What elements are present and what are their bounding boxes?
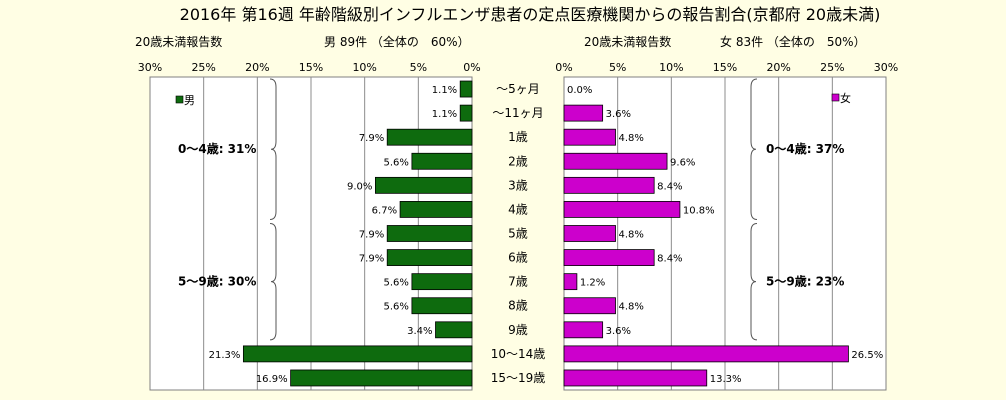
left-header-count-label: 20歳未満報告数 (135, 34, 222, 49)
bar-male (242, 345, 473, 363)
category-label: 3歳 (508, 178, 528, 192)
left-legend-swatch (175, 95, 184, 104)
category-label: 15～19歳 (491, 371, 546, 385)
right-group-brace (750, 78, 758, 220)
left-group-label: 0～4歳: 31% (178, 141, 256, 156)
right-x-tick-label: 15% (713, 61, 737, 74)
data-label-female: 4.8% (619, 230, 644, 241)
bar-female (563, 249, 655, 266)
category-label: ～5ヶ月 (496, 82, 540, 96)
data-label-female: 1.2% (580, 278, 605, 289)
data-label-male: 21.3% (209, 350, 241, 361)
bar-male (435, 321, 473, 339)
data-label-male: 7.9% (359, 230, 384, 241)
data-label-male: 6.7% (372, 205, 397, 216)
left-x-tick-label: 15% (299, 61, 323, 74)
right-group-label: 0～4歳: 37% (766, 141, 844, 156)
bar-male (459, 104, 473, 122)
bar-male (411, 152, 473, 170)
left-group-label: 5～9歳: 30% (178, 274, 256, 289)
bar-female (563, 345, 849, 363)
data-label-female: 10.8% (683, 205, 715, 216)
bar-male (459, 80, 473, 98)
data-label-male: 16.9% (256, 374, 288, 385)
data-label-male: 5.6% (383, 302, 408, 313)
bar-male (386, 225, 473, 242)
right-x-tick-label: 5% (609, 61, 626, 74)
data-label-male: 1.1% (432, 109, 457, 120)
bar-female (563, 176, 655, 194)
bar-male (399, 201, 473, 218)
right-header-count-label: 20歳未満報告数 (584, 34, 671, 49)
category-label: 7歳 (508, 275, 528, 289)
bar-female (563, 225, 616, 242)
category-label: 5歳 (508, 227, 528, 241)
left-x-tick-label: 20% (245, 61, 269, 74)
left-x-tick-label: 0% (463, 61, 480, 74)
left-header-summary: 男 89件 （全体の 60%） (324, 34, 470, 49)
data-label-male: 5.6% (383, 157, 408, 168)
category-label: 9歳 (508, 323, 528, 337)
data-label-female: 4.8% (619, 133, 644, 144)
right-x-tick-label: 25% (820, 61, 844, 74)
right-group-label: 5～9歳: 23% (766, 274, 844, 289)
right-x-tick-label: 20% (766, 61, 790, 74)
bar-female (563, 273, 578, 291)
data-label-female: 9.6% (670, 157, 695, 168)
left-x-tick-label: 25% (191, 61, 215, 74)
data-label-male: 5.6% (383, 278, 408, 289)
data-label-female: 0.0% (567, 85, 592, 96)
bar-female (563, 369, 708, 387)
bar-female (563, 128, 616, 146)
right-x-tick-label: 0% (555, 61, 572, 74)
right-legend-swatch (831, 93, 840, 102)
right-header-summary: 女 83件 （全体の 50%） (720, 34, 866, 49)
bar-male (411, 297, 473, 315)
data-label-male: 7.9% (359, 133, 384, 144)
right-group-brace (750, 222, 758, 341)
bar-female (563, 152, 668, 170)
data-label-female: 3.6% (606, 109, 631, 120)
bar-female (563, 297, 616, 315)
data-label-female: 8.4% (657, 254, 682, 265)
data-label-male: 1.1% (432, 85, 457, 96)
bar-male (290, 369, 473, 387)
left-x-tick-label: 5% (410, 61, 427, 74)
bar-female (563, 201, 681, 218)
category-label: 8歳 (508, 299, 528, 313)
bar-female (563, 104, 604, 122)
right-x-tick-label: 30% (874, 61, 898, 74)
category-label: 1歳 (508, 130, 528, 144)
category-label: 6歳 (508, 251, 528, 265)
data-label-female: 26.5% (851, 350, 883, 361)
data-label-male: 9.0% (347, 181, 372, 192)
bar-female (563, 321, 604, 339)
data-label-female: 4.8% (619, 302, 644, 313)
left-legend-label: 男 (184, 94, 195, 107)
data-label-male: 7.9% (359, 254, 384, 265)
bar-male (386, 249, 473, 266)
data-label-female: 3.6% (606, 326, 631, 337)
data-label-female: 13.3% (710, 374, 742, 385)
right-x-tick-label: 10% (659, 61, 683, 74)
bar-male (386, 128, 473, 146)
category-label: 10～14歳 (491, 347, 546, 361)
data-label-male: 3.4% (407, 326, 432, 337)
right-legend-label: 女 (840, 91, 851, 105)
category-label: 4歳 (508, 202, 528, 216)
category-label: 2歳 (508, 154, 528, 168)
left-x-tick-label: 10% (352, 61, 376, 74)
bar-male (374, 176, 473, 194)
left-x-tick-label: 30% (138, 61, 162, 74)
category-label: ～11ヶ月 (492, 106, 543, 120)
chart-title: 2016年 第16週 年齢階級別インフルエンザ患者の定点医療機関からの報告割合(… (180, 5, 881, 24)
left-group-brace (269, 78, 277, 220)
left-group-brace (269, 222, 277, 341)
data-label-female: 8.4% (657, 181, 682, 192)
bar-male (411, 273, 473, 291)
